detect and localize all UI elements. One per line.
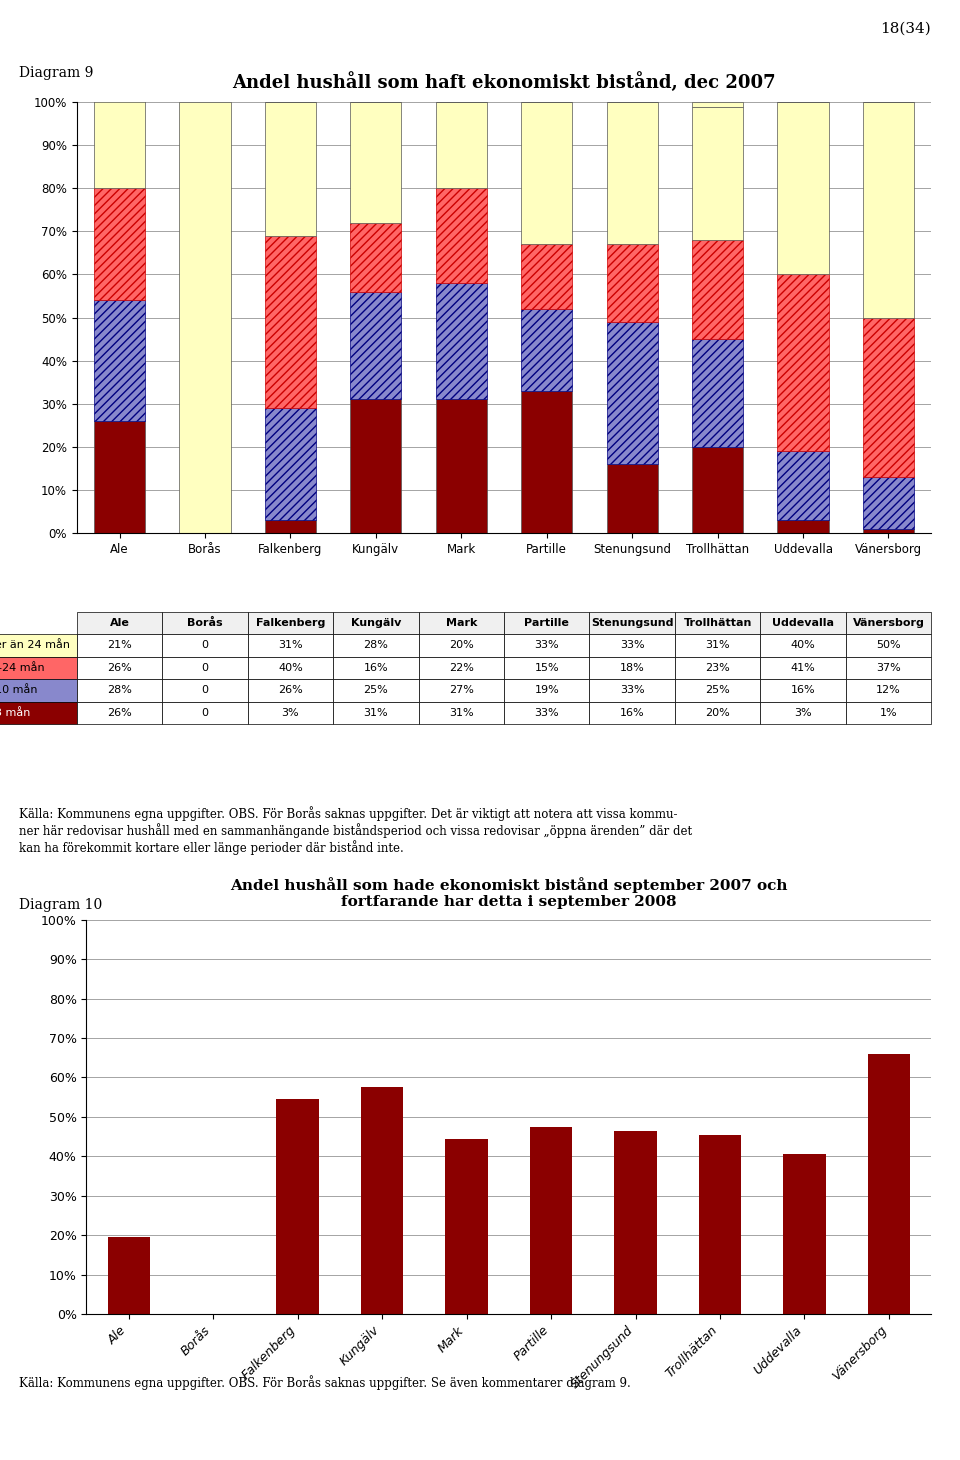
Bar bbox=[94, 98, 145, 102]
Bar bbox=[436, 400, 487, 533]
Bar bbox=[521, 102, 572, 244]
Text: Diagram 9: Diagram 9 bbox=[19, 66, 93, 80]
Bar bbox=[692, 102, 743, 107]
Title: Andel hushåll som haft ekonomiskt bistånd, dec 2007: Andel hushåll som haft ekonomiskt bistån… bbox=[232, 73, 776, 92]
Bar bbox=[868, 1054, 910, 1314]
Bar bbox=[180, 102, 230, 533]
Bar bbox=[521, 391, 572, 533]
Bar bbox=[94, 301, 145, 420]
Bar bbox=[436, 102, 487, 188]
Bar bbox=[692, 447, 743, 533]
Text: Diagram 10: Diagram 10 bbox=[19, 898, 103, 912]
Bar bbox=[863, 477, 914, 529]
Bar bbox=[94, 98, 145, 188]
Bar bbox=[350, 223, 401, 292]
Bar bbox=[863, 102, 914, 317]
Bar bbox=[350, 102, 401, 223]
Text: 18(34): 18(34) bbox=[880, 22, 931, 36]
Bar bbox=[607, 244, 658, 321]
Bar bbox=[361, 1088, 403, 1314]
Bar bbox=[778, 520, 828, 533]
Bar bbox=[445, 1139, 488, 1314]
Bar bbox=[94, 420, 145, 533]
Bar bbox=[436, 283, 487, 400]
Bar bbox=[863, 529, 914, 533]
Text: Källa: Kommunens egna uppgifter. OBS. För Borås saknas uppgifter. Se även kommen: Källa: Kommunens egna uppgifter. OBS. Fö… bbox=[19, 1375, 631, 1390]
Bar bbox=[108, 1237, 150, 1314]
Bar bbox=[350, 400, 401, 533]
Bar bbox=[778, 451, 828, 520]
Bar bbox=[692, 339, 743, 447]
Bar bbox=[94, 188, 145, 301]
Bar bbox=[607, 464, 658, 533]
Bar bbox=[607, 102, 658, 244]
Bar bbox=[692, 239, 743, 339]
Bar bbox=[863, 317, 914, 477]
Text: Källa: Kommunens egna uppgifter. OBS. För Borås saknas uppgifter. Det är viktigt: Källa: Kommunens egna uppgifter. OBS. Fö… bbox=[19, 806, 692, 856]
Bar bbox=[778, 102, 828, 274]
Bar bbox=[265, 407, 316, 520]
Bar bbox=[276, 1099, 319, 1314]
Title: Andel hushåll som hade ekonomiskt bistånd september 2007 och
fortfarande har det: Andel hushåll som hade ekonomiskt bistån… bbox=[230, 877, 787, 910]
Bar bbox=[350, 292, 401, 400]
Bar bbox=[521, 310, 572, 391]
Bar bbox=[607, 321, 658, 464]
Bar bbox=[699, 1134, 741, 1314]
Bar bbox=[614, 1130, 657, 1314]
Bar bbox=[783, 1155, 826, 1314]
Bar bbox=[692, 107, 743, 239]
Bar bbox=[778, 274, 828, 451]
Bar bbox=[265, 520, 316, 533]
Bar bbox=[530, 1127, 572, 1314]
Bar bbox=[521, 244, 572, 310]
Bar bbox=[436, 188, 487, 283]
Bar bbox=[265, 235, 316, 407]
Bar bbox=[265, 102, 316, 235]
